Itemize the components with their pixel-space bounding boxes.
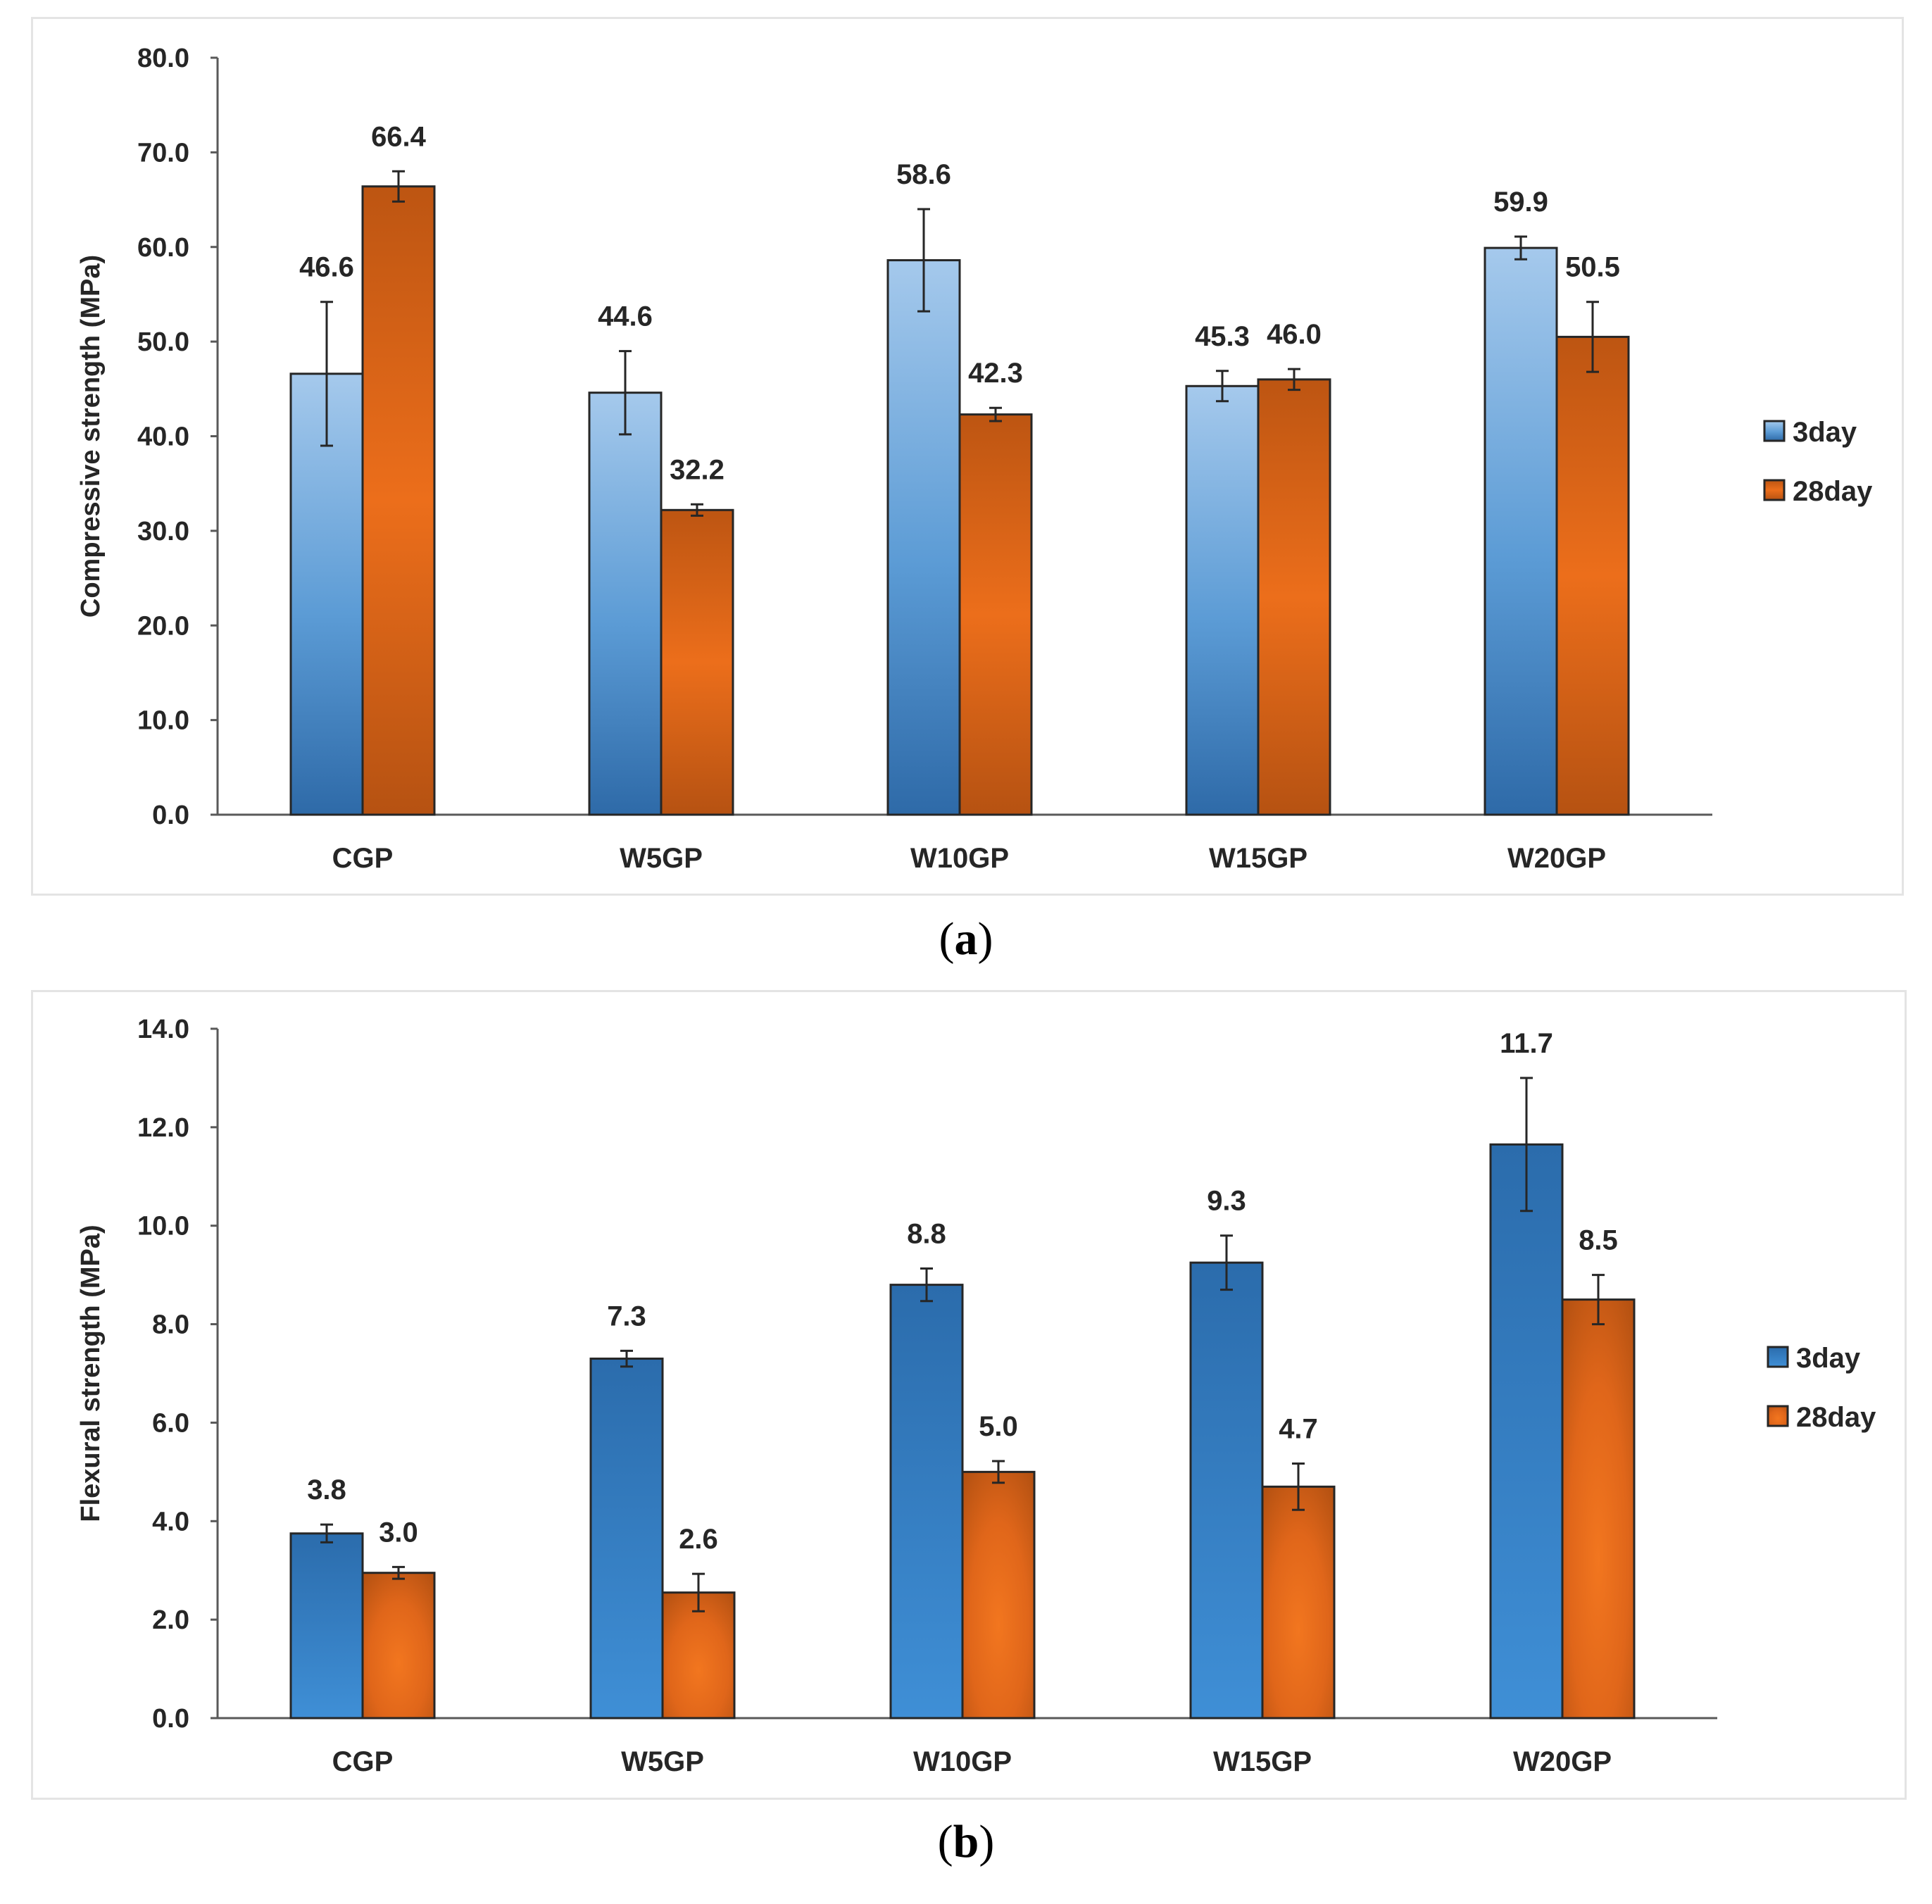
x-tick-label: W10GP <box>910 843 1009 874</box>
y-tick-label: 0.0 <box>152 1704 189 1734</box>
y-axis-title: Compressive strength (MPa) <box>76 255 106 618</box>
bar-28day-W20GP <box>1561 1298 1636 1720</box>
y-tick-label: 10.0 <box>137 1212 189 1241</box>
y-tick-label: 50.0 <box>137 327 189 357</box>
bar-3day-W10GP <box>889 1284 964 1720</box>
bar-3day-W15GP <box>1185 384 1260 816</box>
y-tick-label: 70.0 <box>137 138 189 168</box>
bar-28day-CGP <box>361 1572 436 1720</box>
data-label: 2.6 <box>679 1524 718 1555</box>
data-label: 50.5 <box>1565 252 1620 283</box>
x-tick-label: W10GP <box>913 1746 1012 1777</box>
legend-label-28day: 28day <box>1793 476 1873 507</box>
bar-28day-W5GP <box>660 508 734 816</box>
bar-3day-W5GP <box>588 392 663 816</box>
y-tick-label: 6.0 <box>152 1408 189 1438</box>
data-label: 42.3 <box>968 358 1023 389</box>
bar-3day-W15GP <box>1189 1261 1264 1720</box>
caption-a-letter: a <box>954 913 978 965</box>
y-tick-label: 14.0 <box>137 1015 189 1044</box>
data-label: 11.7 <box>1500 1028 1553 1059</box>
y-tick-label: 30.0 <box>137 517 189 546</box>
flexural-strength-chart: Flexural strength (MPa) 0.0 2.0 4.0 6.0 8.0 10… <box>31 990 1907 1800</box>
x-tick-label: W5GP <box>621 1746 704 1777</box>
data-label: 44.6 <box>598 301 653 332</box>
legend-swatch-3day <box>1763 420 1786 442</box>
y-tick-label: 10.0 <box>137 706 189 736</box>
legend-label-28day: 28day <box>1796 1402 1876 1433</box>
legend-label-3day: 3day <box>1793 417 1857 448</box>
data-label: 32.2 <box>670 454 724 485</box>
y-tick-label: 20.0 <box>137 611 189 641</box>
y-tick-label: 60.0 <box>137 233 189 263</box>
legend-swatch-3day <box>1767 1346 1789 1368</box>
x-tick-label: CGP <box>332 1746 394 1777</box>
bar-28day-W15GP <box>1261 1485 1336 1720</box>
bar-28day-CGP <box>361 185 436 816</box>
bar-28day-W10GP <box>958 413 1033 816</box>
bar-28day-W15GP <box>1257 378 1331 816</box>
bar-3day-CGP <box>289 372 364 816</box>
data-label: 45.3 <box>1195 321 1250 352</box>
data-label: 3.8 <box>307 1474 346 1505</box>
legend-swatch-28day <box>1767 1405 1789 1427</box>
data-label: 3.0 <box>379 1517 418 1548</box>
x-tick-label: W20GP <box>1507 843 1606 874</box>
data-label: 66.4 <box>371 121 427 152</box>
bar-3day-W10GP <box>886 259 961 816</box>
data-label: 8.8 <box>907 1219 946 1250</box>
caption-b: (b) <box>937 1816 995 1867</box>
x-tick-label: CGP <box>332 843 394 874</box>
y-tick-label: 12.0 <box>137 1113 189 1143</box>
caption-b-letter: b <box>953 1816 979 1867</box>
legend-label-3day: 3day <box>1796 1343 1861 1374</box>
data-label: 46.0 <box>1267 319 1322 350</box>
bar-28day-W10GP <box>961 1470 1036 1720</box>
bar-3day-W5GP <box>589 1358 664 1720</box>
x-tick-label: W15GP <box>1209 843 1307 874</box>
x-tick-label: W5GP <box>620 843 703 874</box>
y-axis-title: Flexural strength (MPa) <box>76 1225 106 1522</box>
bar-28day-W20GP <box>1555 335 1630 816</box>
data-label: 58.6 <box>896 159 951 190</box>
bar-3day-CGP <box>289 1532 364 1720</box>
data-label: 4.7 <box>1279 1413 1318 1444</box>
y-tick-label: 2.0 <box>152 1605 189 1635</box>
bar-3day-W20GP <box>1489 1143 1564 1720</box>
y-tick-label: 4.0 <box>152 1507 189 1536</box>
y-tick-label: 80.0 <box>137 44 189 73</box>
x-tick-label: W15GP <box>1213 1746 1312 1777</box>
bar-3day-W20GP <box>1484 246 1558 816</box>
caption-a: (a) <box>939 913 993 965</box>
data-label: 7.3 <box>607 1301 646 1332</box>
data-label: 59.9 <box>1493 187 1548 218</box>
y-tick-label: 0.0 <box>152 801 189 830</box>
data-label: 9.3 <box>1207 1186 1246 1217</box>
data-label: 8.5 <box>1579 1225 1618 1256</box>
x-tick-label: W20GP <box>1513 1746 1612 1777</box>
compressive-chart-svg: Compressive strength (MPa) 0.0 10.0 20.0 30.… <box>76 44 1873 874</box>
compressive-strength-chart: Compressive strength (MPa) 0.0 10.0 20.0 30.… <box>31 17 1904 896</box>
legend-swatch-28day <box>1763 479 1786 501</box>
y-tick-label: 40.0 <box>137 422 189 452</box>
data-label: 46.6 <box>299 252 354 283</box>
data-label: 5.0 <box>979 1411 1018 1442</box>
y-tick-label: 8.0 <box>152 1310 189 1340</box>
flexural-chart-svg: Flexural strength (MPa) 0.0 2.0 4.0 6.0 8.0 10… <box>76 1015 1876 1777</box>
